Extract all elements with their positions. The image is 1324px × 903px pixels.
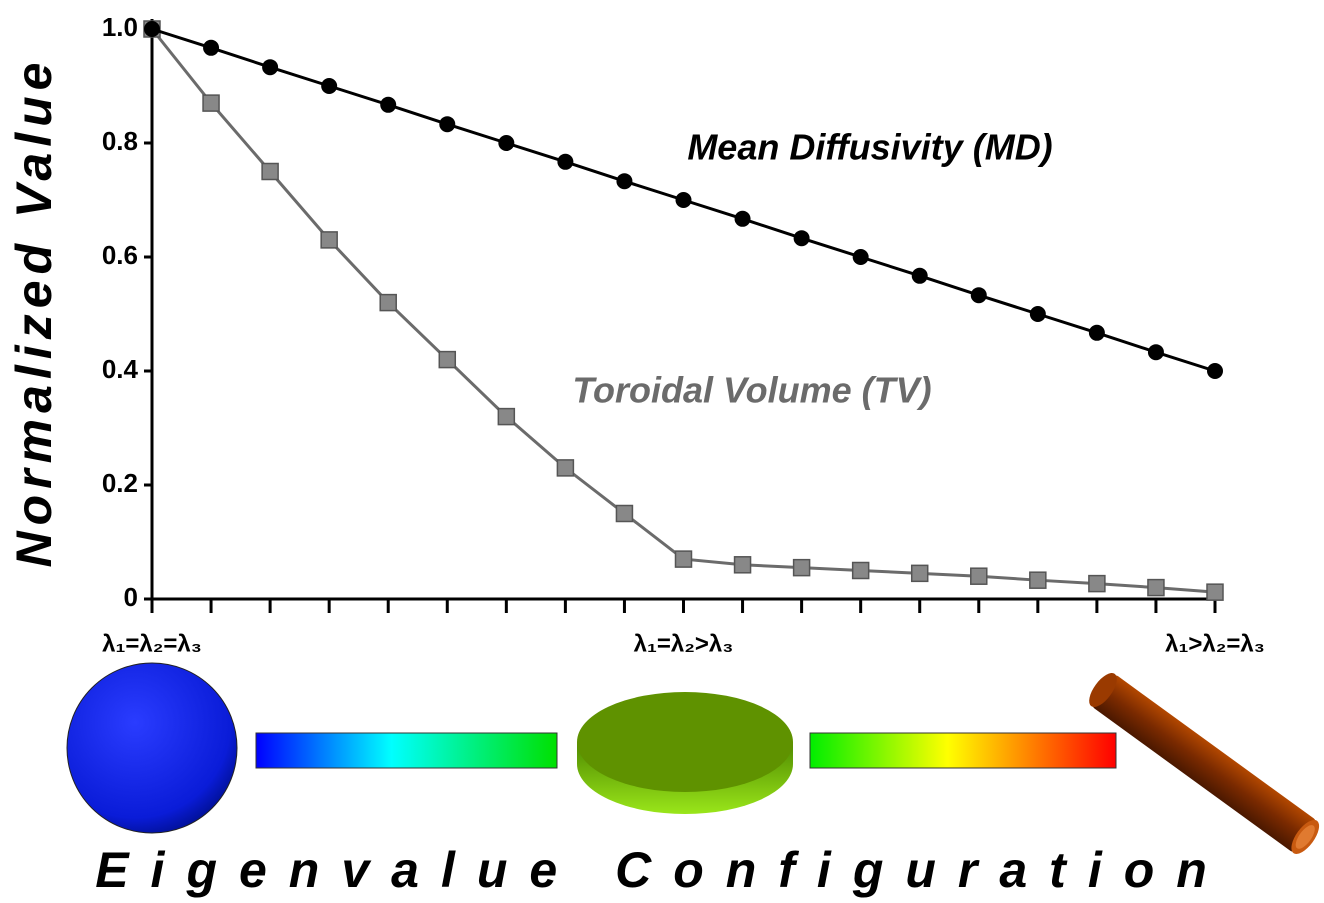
x-axis-label: Eigenvalue Configuration [95, 842, 1229, 898]
marker [1029, 571, 1047, 589]
marker [202, 94, 220, 112]
series-label: Toroidal Volume (TV) [572, 370, 931, 411]
marker [557, 153, 574, 170]
y-tick-label: 1.0 [102, 12, 138, 42]
marker [615, 504, 634, 523]
marker [1088, 574, 1106, 593]
marker [970, 287, 987, 304]
marker [262, 59, 279, 76]
sphere-icon [66, 662, 238, 834]
marker [438, 350, 457, 369]
plot-area: 0 0.2 0.4 0.6 0.8 1.0 λ₁=λ₂=λ₃ λ₁=λ₂>λ₃ λ₁>λ₂=λ₃… [102, 12, 1265, 657]
series-label: Mean Diffusivity (MD) [687, 127, 1052, 168]
marker [675, 192, 692, 208]
marker [380, 96, 397, 113]
marker [616, 173, 633, 190]
color-bar [255, 732, 558, 769]
marker [203, 39, 220, 56]
marker [1088, 324, 1105, 341]
marker [1147, 344, 1164, 361]
series-line [150, 28, 1216, 594]
x-tick-label: λ₁>λ₂=λ₃ [1165, 630, 1265, 657]
marker [320, 231, 338, 249]
marker [1206, 583, 1224, 601]
y-tick-label: 0.4 [102, 354, 139, 384]
marker [852, 249, 869, 265]
marker [970, 567, 988, 585]
marker [734, 210, 751, 227]
marker [439, 116, 456, 133]
marker [733, 556, 752, 574]
marker [261, 162, 279, 181]
marker [144, 21, 160, 37]
marker [1029, 306, 1046, 322]
marker [851, 561, 870, 580]
marker [793, 230, 810, 247]
marker [498, 135, 515, 151]
y-axis-label: Normalized Value [6, 57, 62, 568]
marker [910, 564, 929, 583]
marker [321, 78, 338, 94]
x-tick-label: λ₁=λ₂=λ₃ [102, 630, 202, 657]
y-tick-label: 0.2 [102, 468, 138, 498]
marker [1147, 578, 1165, 597]
color-bar [809, 732, 1117, 769]
y-tick-label: 0.8 [102, 126, 138, 156]
marker [792, 558, 811, 577]
disk-icon [577, 692, 793, 792]
x-tick-label: λ₁=λ₂>λ₃ [634, 630, 734, 657]
y-tick-label: 0.6 [102, 240, 138, 270]
marker [379, 293, 397, 312]
cylinder-icon [1089, 672, 1320, 854]
y-tick-label: 0 [124, 582, 138, 612]
marker [1207, 363, 1223, 379]
marker [497, 407, 516, 426]
marker [674, 550, 693, 568]
marker [911, 267, 928, 284]
marker [556, 459, 575, 477]
illustrations [66, 662, 1320, 854]
